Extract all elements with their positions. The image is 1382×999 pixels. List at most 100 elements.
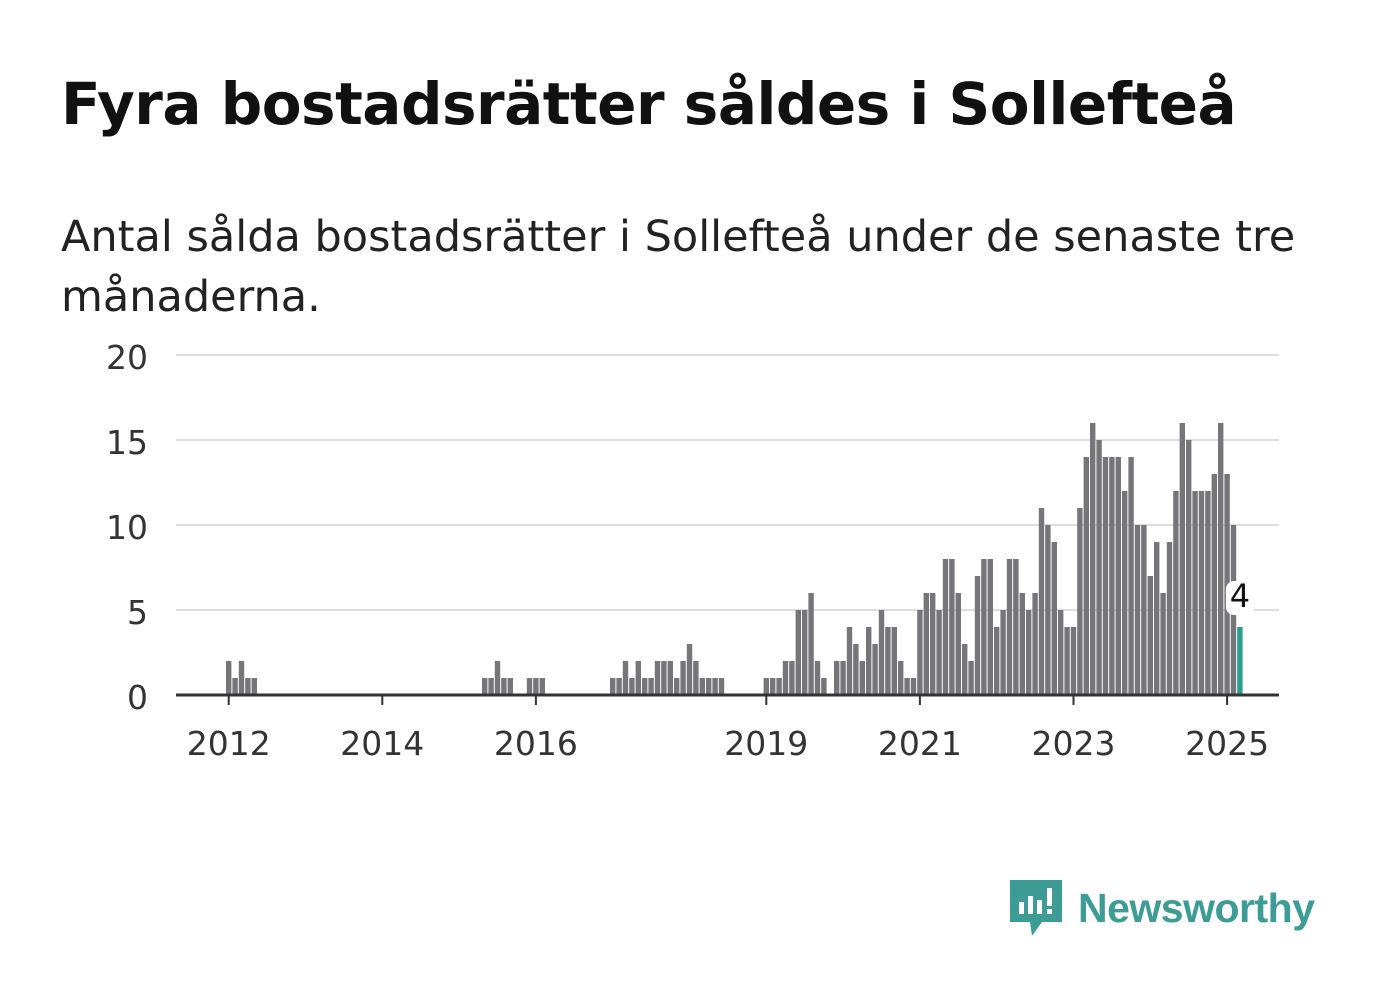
bar bbox=[955, 593, 961, 695]
bar bbox=[814, 661, 821, 695]
bar bbox=[1128, 457, 1134, 695]
x-tick-label: 2014 bbox=[340, 724, 424, 763]
annotation-label: 4 bbox=[1230, 577, 1250, 615]
bar bbox=[1192, 491, 1198, 695]
bar bbox=[629, 678, 635, 695]
bar bbox=[1083, 457, 1089, 695]
bar bbox=[770, 678, 776, 695]
bar-chart: 0 5 10 15 20 2012 2014 2016 2019 2021 2023 2025 4 bbox=[106, 338, 1279, 763]
bar bbox=[795, 610, 801, 695]
bar bbox=[917, 610, 923, 695]
chart-subtitle: Antal sålda bostadsrätter i Sollefteå un… bbox=[61, 212, 1296, 322]
bar bbox=[891, 627, 897, 695]
bar bbox=[885, 627, 891, 695]
bar bbox=[898, 661, 904, 695]
bar bbox=[962, 644, 968, 695]
bar bbox=[866, 627, 872, 695]
bar bbox=[693, 661, 699, 695]
bar bbox=[1141, 525, 1147, 695]
bar bbox=[654, 661, 661, 695]
bar bbox=[859, 661, 865, 695]
bar bbox=[661, 661, 667, 695]
bar bbox=[981, 559, 987, 695]
bar bbox=[1109, 457, 1115, 695]
bar bbox=[910, 678, 917, 695]
bar bbox=[936, 610, 942, 695]
bar bbox=[238, 661, 245, 695]
bar bbox=[1147, 576, 1153, 695]
bar bbox=[802, 610, 808, 695]
bar bbox=[1006, 559, 1013, 695]
bar bbox=[686, 644, 693, 695]
bar bbox=[712, 678, 718, 695]
bar bbox=[1013, 559, 1019, 695]
bar bbox=[1224, 474, 1230, 695]
y-tick-label: 15 bbox=[106, 423, 148, 462]
bar bbox=[1166, 542, 1173, 695]
bar bbox=[526, 678, 533, 695]
bar bbox=[846, 627, 853, 695]
bar bbox=[987, 559, 993, 695]
bar bbox=[789, 661, 795, 695]
bar bbox=[251, 678, 257, 695]
y-tick-label: 0 bbox=[127, 678, 148, 717]
bar bbox=[622, 661, 629, 695]
bar bbox=[699, 678, 705, 695]
bar bbox=[616, 678, 622, 695]
brand-logo: Newsworthy bbox=[1010, 878, 1315, 938]
bar bbox=[974, 576, 981, 695]
chart-title: Fyra bostadsrätter såldes i Sollefteå bbox=[61, 70, 1237, 138]
bar bbox=[488, 678, 494, 695]
bar bbox=[1211, 474, 1217, 695]
bar bbox=[1122, 491, 1128, 695]
annotation-bg bbox=[1225, 581, 1254, 615]
newsworthy-logo-icon bbox=[1010, 880, 1062, 936]
bar bbox=[1000, 610, 1006, 695]
bar bbox=[1134, 525, 1141, 695]
bar bbox=[821, 678, 827, 695]
bar bbox=[533, 678, 539, 695]
bar bbox=[994, 627, 1000, 695]
bar bbox=[482, 678, 488, 695]
brand-name: Newsworthy bbox=[1078, 884, 1315, 931]
x-tick-label: 2021 bbox=[878, 724, 962, 763]
bar bbox=[808, 593, 814, 695]
bar bbox=[1205, 491, 1211, 695]
bar bbox=[245, 678, 251, 695]
bar bbox=[1173, 491, 1179, 695]
bar bbox=[1154, 542, 1160, 695]
bar bbox=[1026, 610, 1032, 695]
bar bbox=[872, 644, 878, 695]
bar bbox=[1077, 508, 1083, 695]
bar bbox=[782, 661, 789, 695]
bar bbox=[1058, 610, 1064, 695]
bar bbox=[1179, 423, 1185, 695]
bar bbox=[878, 610, 885, 695]
bar bbox=[494, 661, 501, 695]
last-value-annotation: 4 bbox=[1225, 577, 1254, 615]
bar bbox=[674, 678, 680, 695]
bar bbox=[1064, 627, 1070, 695]
bar bbox=[923, 593, 929, 695]
bar bbox=[1019, 593, 1025, 695]
bar bbox=[635, 661, 641, 695]
bar bbox=[1038, 508, 1045, 695]
bar bbox=[718, 678, 725, 695]
bar bbox=[834, 661, 840, 695]
y-tick-label: 10 bbox=[106, 508, 148, 547]
bar bbox=[1218, 423, 1224, 695]
bar bbox=[930, 593, 936, 695]
x-tick-label: 2016 bbox=[494, 724, 578, 763]
bar bbox=[501, 678, 507, 695]
bar bbox=[1045, 525, 1051, 695]
y-axis-labels: 0 5 10 15 20 bbox=[106, 338, 148, 717]
bar bbox=[904, 678, 910, 695]
bar bbox=[1032, 593, 1038, 695]
bar bbox=[1070, 627, 1077, 695]
bar bbox=[507, 678, 513, 695]
x-tick-label: 2012 bbox=[187, 724, 271, 763]
bar bbox=[1096, 440, 1102, 695]
bar bbox=[949, 559, 955, 695]
bar bbox=[1160, 593, 1166, 695]
bar bbox=[1115, 457, 1121, 695]
